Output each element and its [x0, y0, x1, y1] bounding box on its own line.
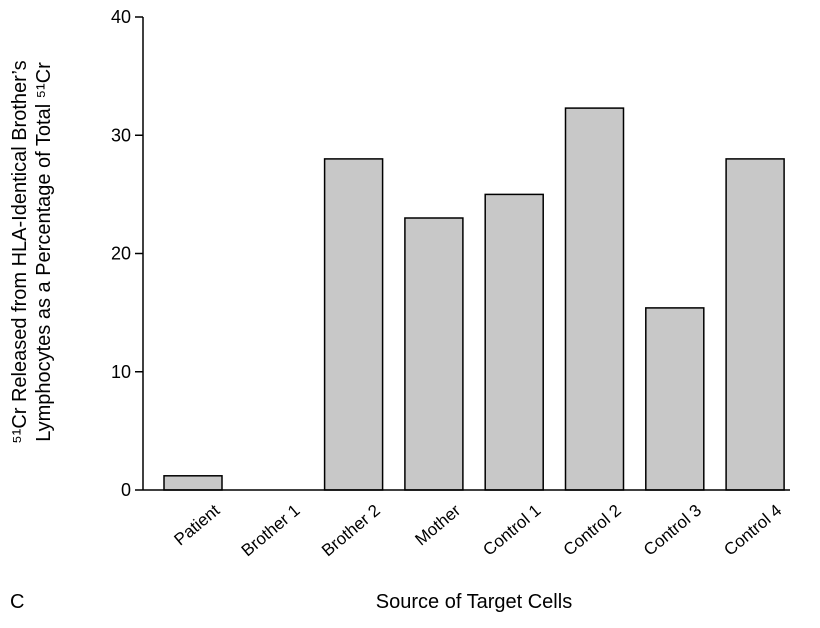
- x-tick-label-mother: Mother: [411, 500, 464, 549]
- y-tick-label-0: 0: [121, 480, 131, 500]
- y-tick-label-10: 10: [111, 362, 131, 382]
- x-tick-label-brother-2: Brother 2: [318, 501, 384, 561]
- x-axis-labels: Patient Brother 1 Brother 2 Mother Control 1…: [171, 500, 786, 560]
- x-tick-label-brother-1: Brother 1: [238, 501, 304, 561]
- bar-control-2: [564, 107, 625, 491]
- bar-mother: [404, 217, 464, 491]
- y-axis-ticks: 0 10 20 30 40: [111, 7, 143, 500]
- y-tick-label-30: 30: [111, 125, 131, 145]
- bars: [163, 107, 785, 491]
- x-tick-label-control-1: Control 1: [479, 501, 544, 560]
- y-axis-title: ⁵¹Cr Released from HLA-Identical Brother…: [9, 60, 55, 443]
- panel-label: C: [10, 591, 24, 613]
- bar-control-1: [484, 193, 544, 491]
- bar-patient: [163, 475, 223, 491]
- x-tick-label-control-4: Control 4: [720, 501, 785, 560]
- y-tick-label-40: 40: [111, 7, 131, 27]
- y-axis-title-line-1: ⁵¹Cr Released from HLA-Identical Brother…: [9, 60, 31, 443]
- y-axis-title-line-2: Lymphocytes as a Percentage of Total ⁵¹C…: [33, 62, 55, 442]
- x-tick-label-control-2: Control 2: [560, 501, 625, 560]
- x-tick-label-patient: Patient: [171, 501, 224, 550]
- bar-control-4: [725, 158, 785, 491]
- bar-control-3: [645, 307, 705, 491]
- x-tick-label-control-3: Control 3: [640, 501, 705, 560]
- x-axis-title: Source of Target Cells: [376, 591, 572, 613]
- bar-brother-2: [323, 158, 384, 491]
- y-tick-label-20: 20: [111, 244, 131, 264]
